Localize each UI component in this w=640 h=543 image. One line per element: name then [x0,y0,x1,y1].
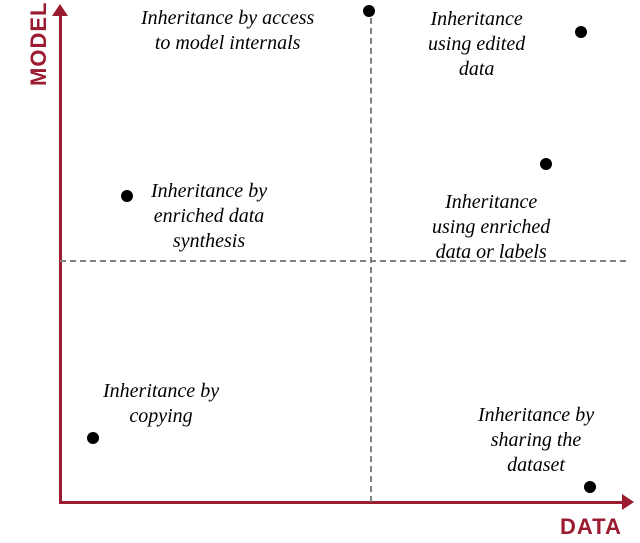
label-enriched_synthesis: Inheritance by enriched data synthesis [151,179,267,254]
grid-vertical [370,8,372,502]
point-copying [87,432,99,444]
point-enriched_synthesis [121,190,133,202]
x-axis-arrow [622,494,634,510]
y-axis-arrow [52,4,68,16]
point-edited_data [575,26,587,38]
point-access_internals [363,5,375,17]
point-sharing_dataset [584,481,596,493]
scatter-diagram: MODEL DATA Inheritance by access to mode… [0,0,640,543]
label-enriched_labels: Inheritance using enriched data or label… [432,190,550,265]
y-axis-label: MODEL [26,2,52,86]
x-axis-label: DATA [560,514,622,540]
label-edited_data: Inheritance using edited data [428,7,525,82]
point-enriched_labels [540,158,552,170]
label-copying: Inheritance by copying [103,379,219,429]
x-axis [59,501,625,504]
label-access_internals: Inheritance by access to model internals [141,6,314,56]
label-sharing_dataset: Inheritance by sharing the dataset [478,403,594,478]
y-axis [59,8,62,504]
